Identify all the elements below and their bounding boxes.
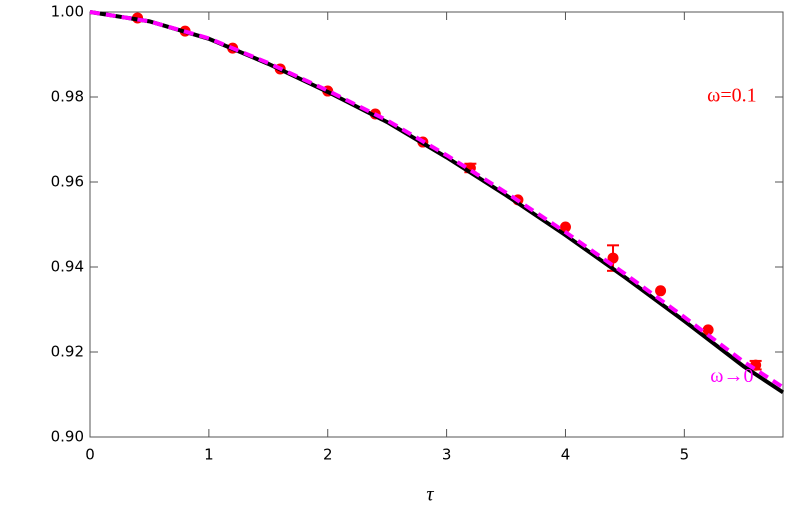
y-tick-label: 0.90: [51, 428, 84, 446]
point: [559, 221, 571, 233]
point: [702, 324, 714, 336]
y-tick-label: 0.94: [51, 258, 84, 276]
plot-frame: [89, 11, 784, 438]
y-tick-label: 0.98: [51, 88, 84, 106]
annotation: ω=0.1: [707, 85, 756, 107]
x-tick-label: 1: [204, 446, 214, 464]
x-axis-label: τ: [426, 484, 434, 506]
x-tick-label: 3: [442, 446, 452, 464]
annotation: ω→0: [710, 365, 753, 387]
x-tick-label: 4: [561, 446, 571, 464]
point: [607, 252, 619, 264]
curve: [89, 10, 785, 389]
x-tick-label: 2: [323, 446, 333, 464]
x-tick-label: 0: [85, 446, 95, 464]
x-tick-label: 5: [680, 446, 690, 464]
y-tick-label: 0.96: [51, 173, 84, 191]
y-tick-label: 0.92: [51, 343, 84, 361]
point: [655, 285, 667, 297]
curve: [89, 10, 785, 395]
y-tick-label: 1.00: [51, 3, 84, 21]
